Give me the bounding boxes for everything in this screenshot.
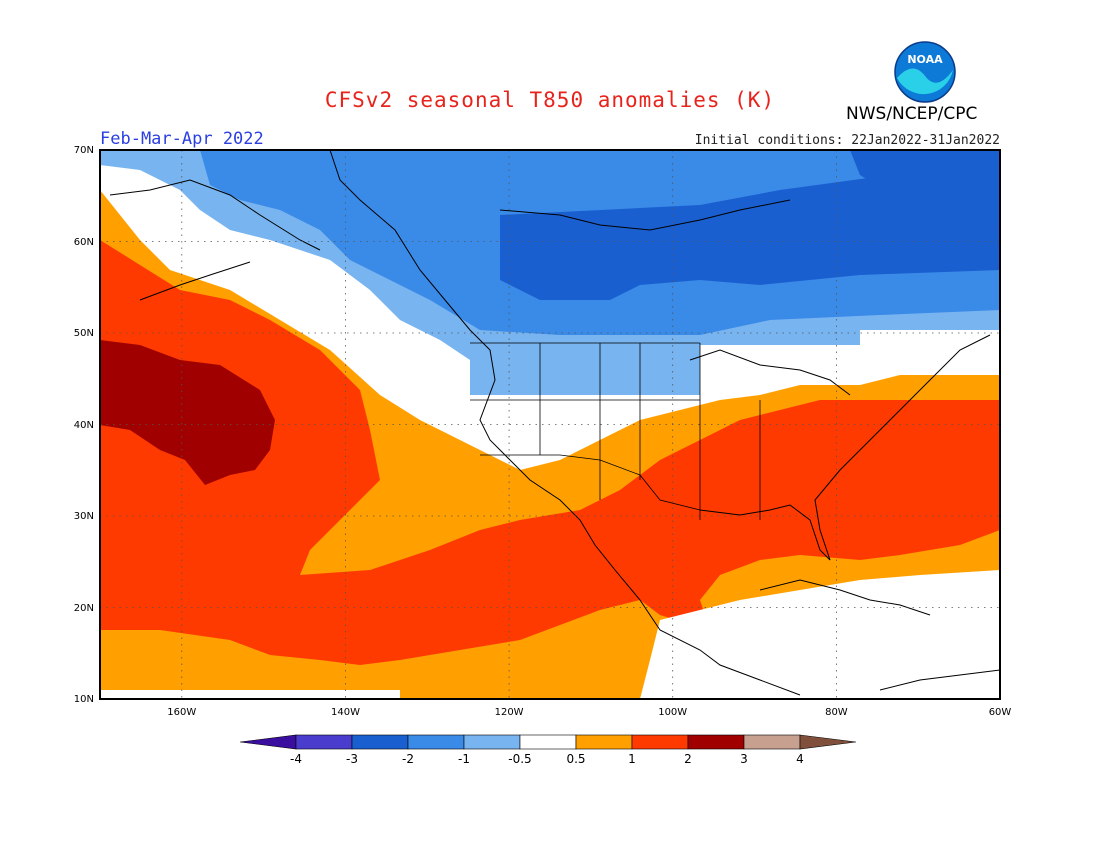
borders	[470, 342, 761, 520]
lon-tick-label: 120W	[495, 707, 524, 718]
colorbar-label: 1	[628, 752, 636, 766]
colorbar-label: -2	[402, 752, 414, 766]
forecast-period: Feb-Mar-Apr 2022	[100, 129, 264, 149]
noaa-logo: NOAA	[893, 40, 957, 108]
colorbar-swatch	[575, 734, 633, 750]
lon-tick-label: 60W	[989, 707, 1012, 718]
colorbar-swatch	[743, 734, 801, 750]
lat-tick-label: 70N	[74, 145, 94, 156]
lon-tick-label: 160W	[167, 707, 196, 718]
colorbar-swatch	[351, 734, 409, 750]
colorbar-label: -3	[346, 752, 358, 766]
colorbar-label: 4	[796, 752, 804, 766]
map-frame	[99, 149, 1001, 700]
lon-tick-label: 80W	[825, 707, 848, 718]
colorbar-label: -4	[290, 752, 302, 766]
map-title: CFSv2 seasonal T850 anomalies (K)	[324, 88, 776, 112]
colorbar-swatch	[295, 734, 353, 750]
colorbar: -4 -3 -2 -1 -0.5 0.5 1 2 3 4	[239, 734, 857, 766]
initial-conditions: Initial conditions: 22Jan2022-31Jan2022	[694, 133, 1000, 148]
colorbar-label: 2	[684, 752, 692, 766]
colorbar-label: 0.5	[566, 752, 585, 766]
colorbar-label: -0.5	[508, 752, 531, 766]
lat-axis: 10N 20N 30N 40N 50N 60N 70N	[74, 145, 94, 705]
lon-axis: 160W 140W 120W 100W 80W 60W	[167, 707, 1011, 718]
agency-label: NWS/NCEP/CPC	[846, 104, 978, 124]
colorbar-arrow-low	[239, 734, 297, 750]
lat-tick-label: 60N	[74, 237, 94, 248]
coastlines	[109, 150, 1000, 696]
noaa-logo-text: NOAA	[907, 53, 943, 66]
lat-tick-label: 20N	[74, 603, 94, 614]
colorbar-swatch	[687, 734, 745, 750]
colorbar-swatch	[631, 734, 689, 750]
colorbar-label: -1	[458, 752, 470, 766]
colorbar-arrow-high	[799, 734, 857, 750]
lat-tick-label: 50N	[74, 328, 94, 339]
colorbar-label: 3	[740, 752, 748, 766]
gridlines	[100, 150, 1000, 699]
colorbar-swatch	[407, 734, 465, 750]
lon-tick-label: 140W	[331, 707, 360, 718]
lon-tick-label: 100W	[658, 707, 687, 718]
lat-tick-label: 40N	[74, 420, 94, 431]
lat-tick-label: 10N	[74, 694, 94, 705]
lat-tick-label: 30N	[74, 511, 94, 522]
colorbar-swatch	[463, 734, 521, 750]
colorbar-swatch	[519, 734, 577, 750]
